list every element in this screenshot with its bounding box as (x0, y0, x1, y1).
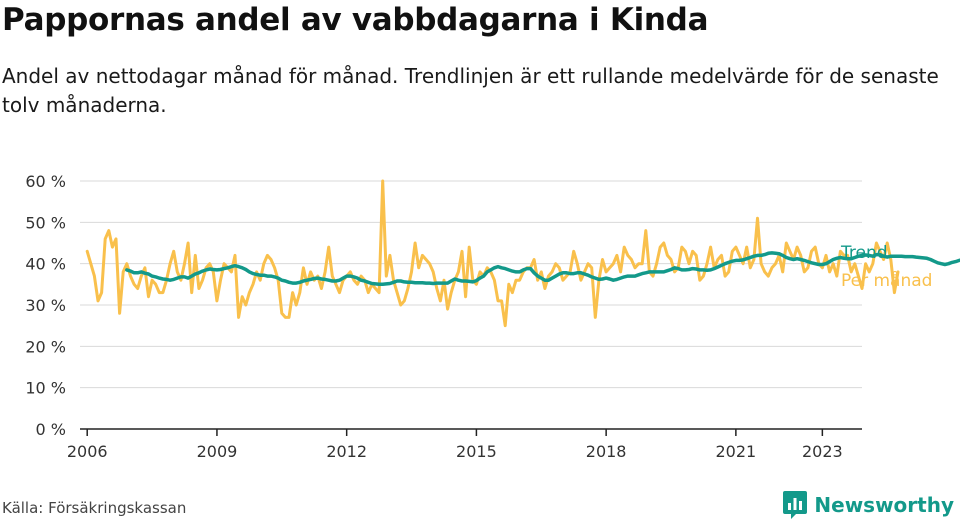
x-tick-label: 2015 (456, 442, 497, 461)
y-axis-ticks: 0 % 10 % 20 % 30 % 40 % 50 % 60 % (25, 172, 66, 439)
legend: Per månad Trend (840, 243, 932, 291)
legend-label-per-manad: Per månad (841, 270, 932, 291)
y-tick-label: 0 % (36, 420, 66, 439)
y-tick-label: 60 % (25, 172, 66, 191)
x-tick-label: 2012 (326, 442, 367, 461)
page-subtitle: Andel av nettodagar månad för månad. Tre… (2, 64, 939, 117)
brand-logo: Newsworthy (782, 490, 954, 520)
x-tick-label: 2009 (197, 442, 238, 461)
series-line-per-manad (85, 179, 900, 328)
y-tick-label: 40 % (25, 255, 66, 274)
y-tick-label: 20 % (25, 337, 66, 356)
source-note: Källa: Försäkringskassan (2, 499, 187, 517)
y-tick-label: 30 % (25, 296, 66, 315)
page-title: Pappornas andel av vabbdagarna i Kinda (2, 2, 709, 38)
x-tick-label: 2006 (67, 442, 108, 461)
brand-name: Newsworthy (814, 493, 954, 517)
series-lines (85, 179, 960, 328)
x-tick-label: 2021 (716, 442, 757, 461)
y-tick-label: 50 % (25, 213, 66, 232)
x-tick-label: 2023 (802, 442, 843, 461)
legend-label-trend: Trend (840, 243, 888, 263)
series-line-trend (125, 251, 960, 287)
y-tick-label: 10 % (25, 379, 66, 398)
bar-chart-logo-icon (783, 491, 808, 519)
x-axis: 2006 2009 2012 2015 2018 2021 2023 (67, 428, 862, 461)
x-tick-label: 2018 (586, 442, 627, 461)
